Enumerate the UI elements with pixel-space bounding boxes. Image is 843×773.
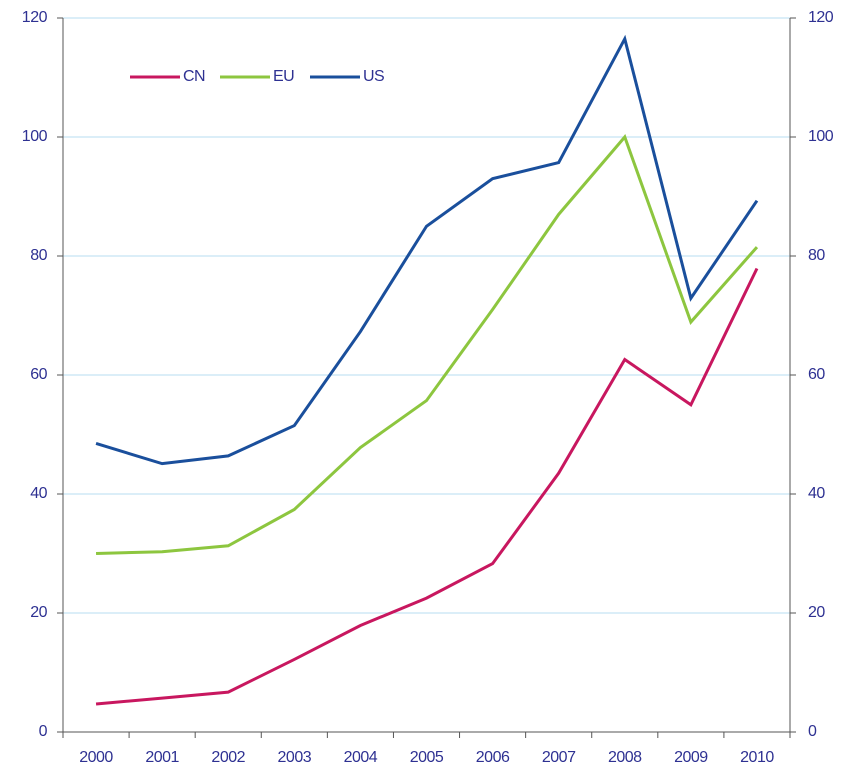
y-tick-label: 20 <box>30 604 47 621</box>
line-series <box>96 134 759 555</box>
y2-tick-label: 80 <box>808 247 825 264</box>
y-tick-label: 100 <box>22 128 48 145</box>
x-tick-label: 2006 <box>476 749 510 766</box>
line-series <box>95 34 759 466</box>
y2-tick-label: 120 <box>808 9 834 26</box>
x-tick-label: 2010 <box>740 749 774 766</box>
x-tick-label: 2000 <box>79 749 113 766</box>
y-tick-label: 0 <box>39 723 48 740</box>
y-tick-label: 80 <box>30 247 47 264</box>
y2-tick-label: 100 <box>808 128 834 145</box>
y-tick-label: 60 <box>30 366 47 383</box>
x-tick-label: 2007 <box>542 749 576 766</box>
y2-tick-label: 0 <box>808 723 817 740</box>
line-series <box>95 267 759 706</box>
x-tick-label: 2005 <box>410 749 444 766</box>
legend-label: CN <box>183 68 205 85</box>
y-tick-label: 120 <box>22 9 48 26</box>
y2-tick-label: 40 <box>808 485 825 502</box>
x-tick-label: 2001 <box>145 749 179 766</box>
x-tick-label: 2009 <box>674 749 708 766</box>
x-tick-label: 2004 <box>344 749 378 766</box>
y2-tick-label: 20 <box>808 604 825 621</box>
y-tick-label: 40 <box>30 485 47 502</box>
y2-tick-label: 60 <box>808 366 825 383</box>
x-tick-label: 2008 <box>608 749 642 766</box>
x-tick-label: 2003 <box>278 749 312 766</box>
legend-label: US <box>363 68 384 85</box>
x-tick-label: 2002 <box>211 749 245 766</box>
legend-label: EU <box>273 68 294 85</box>
